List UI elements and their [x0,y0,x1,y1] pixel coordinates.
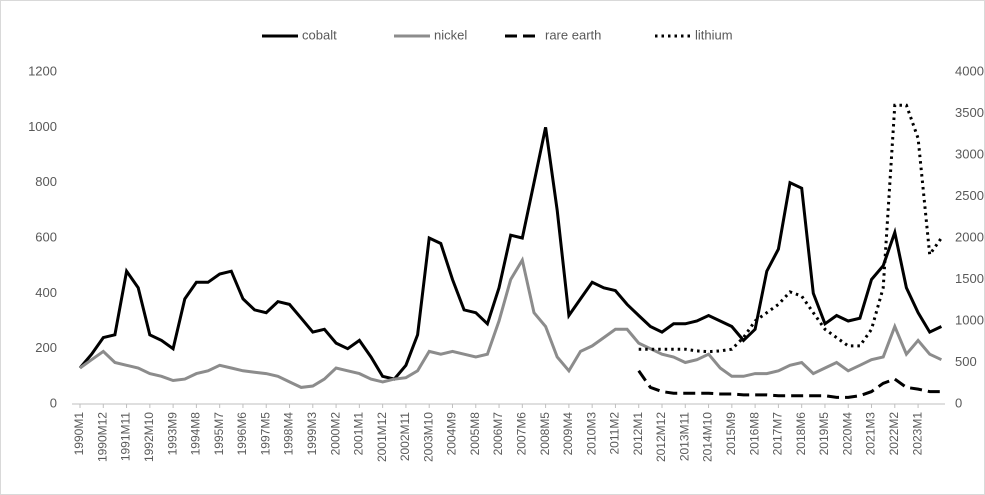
x-tick-label: 2001M12 [375,412,389,462]
x-tick-label: 2009M4 [561,412,575,456]
x-tick-label: 1992M10 [142,412,156,462]
y2-tick-label: 1000 [955,312,984,327]
x-tick-label: 2001M1 [352,412,366,456]
x-tick-label: 2018M6 [794,412,808,456]
x-tick-label: 2012M1 [631,412,645,456]
series-line [638,103,943,354]
x-tick-label: 2010M3 [584,412,598,456]
x-tick-label: 2005M8 [468,412,482,456]
x-tick-label: 2016M8 [747,412,761,456]
y-tick-label: 1000 [28,119,57,134]
x-tick-label: 2013M11 [677,412,691,461]
x-tick-label: 1993M9 [165,412,179,456]
y-tick-label: 1200 [28,63,57,78]
y-tick-label: 600 [35,229,57,244]
y2-tick-label: 1500 [955,271,984,286]
y2-tick-label: 0 [955,395,962,410]
x-tick-label: 2021M3 [864,412,878,456]
x-tick-label: 2004M9 [445,412,459,456]
x-tick-label: 1990M1 [72,412,86,456]
y2-tick-label: 3500 [955,105,984,120]
x-tick-label: 2017M7 [771,412,785,456]
x-tick-label: 2015M9 [724,412,738,456]
y2-tick-label: 2500 [955,188,984,203]
x-tick-label: 1991M11 [119,412,133,461]
x-tick-label: 2002M11 [398,412,412,461]
x-tick-label: 2014M10 [701,412,715,462]
x-tick-label: 1990M12 [95,412,109,462]
x-tick-label: 2022M2 [887,412,901,456]
x-tick-label: 1996M6 [235,412,249,456]
legend-label: nickel [434,27,467,42]
x-tick-label: 2019M5 [817,412,831,456]
y2-tick-label: 2000 [955,229,984,244]
x-tick-label: 2003M10 [421,412,435,462]
x-tick-label: 1998M4 [282,412,296,456]
x-tick-label: 2007M6 [514,412,528,456]
legend-label: lithium [695,27,733,42]
legend-label: cobalt [302,27,337,42]
y2-tick-label: 4000 [955,63,984,78]
x-tick-label: 2012M12 [654,412,668,462]
x-tick-label: 2000M2 [328,412,342,456]
x-tick-label: 2020M4 [840,412,854,456]
x-tick-label: 1997M5 [258,412,272,456]
series-line [78,126,943,381]
legend-label: rare earth [545,27,601,42]
y-tick-label: 800 [35,174,57,189]
x-tick-label: 2011M2 [608,412,622,455]
y2-tick-label: 500 [955,354,977,369]
series-line [79,256,943,389]
y-tick-label: 0 [50,395,57,410]
y-tick-label: 400 [35,285,57,300]
y-tick-label: 200 [35,340,57,355]
series-line [637,369,942,399]
x-tick-label: 1995M7 [212,412,226,456]
y2-tick-label: 3000 [955,146,984,161]
x-tick-label: 1999M3 [305,412,319,456]
x-tick-label: 1994M8 [189,412,203,456]
x-tick-label: 2023M1 [910,412,924,456]
x-tick-label: 2008M5 [538,412,552,456]
x-tick-label: 2006M7 [491,412,505,456]
